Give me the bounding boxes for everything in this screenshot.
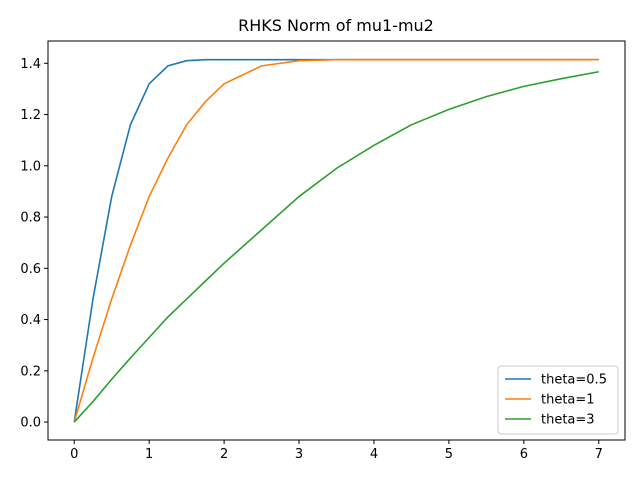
y-tick-label: 1.4 — [20, 57, 41, 72]
y-tick-label: 1.0 — [20, 159, 41, 174]
y-tick-label: 0.8 — [20, 211, 41, 226]
legend-label-2: theta=1 — [541, 393, 595, 408]
series-line-3 — [73, 70, 599, 423]
y-tick-label: 0.6 — [20, 262, 41, 277]
plot-area — [73, 58, 599, 423]
y-tick-label: 0.2 — [20, 364, 41, 379]
x-tick-label: 6 — [520, 447, 528, 462]
y-tick-label: 0.0 — [20, 416, 41, 431]
axes-frame — [47, 40, 626, 441]
legend: theta=0.5 theta=1 theta=3 — [497, 365, 619, 435]
x-tick-label: 5 — [445, 447, 453, 462]
y-tick-label: 0.4 — [20, 313, 41, 328]
x-tick-label: 4 — [370, 447, 378, 462]
chart-title: RHKS Norm of mu1-mu2 — [238, 16, 434, 35]
y-tick-label: 1.2 — [20, 108, 41, 123]
x-tick-label: 0 — [70, 447, 78, 462]
axes: 0 1 2 3 4 5 6 7 0.0 0.2 0.4 0.6 0.8 1.0 1.2 1.4 — [20, 40, 626, 462]
x-tick-label: 1 — [145, 447, 153, 462]
legend-label-1: theta=0.5 — [541, 373, 607, 388]
series-line-2 — [73, 58, 599, 423]
x-tick-label: 2 — [220, 447, 228, 462]
legend-box — [497, 365, 619, 435]
x-tick-label: 3 — [295, 447, 303, 462]
legend-label-3: theta=3 — [541, 413, 595, 428]
x-tick-label: 7 — [595, 447, 603, 462]
